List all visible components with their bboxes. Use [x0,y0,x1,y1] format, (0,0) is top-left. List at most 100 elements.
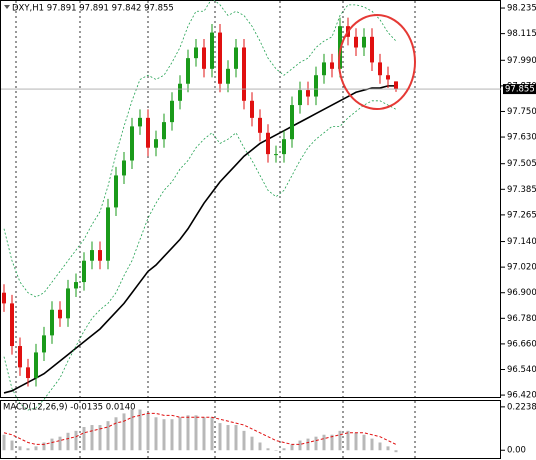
candle-body [282,139,286,155]
overlay-line [3,0,397,298]
candle-body [34,352,38,379]
candle-body [258,117,262,133]
y-tick-label: 97.630 [507,133,536,143]
candle-body [2,292,6,304]
candle-body [370,36,374,63]
macd-bar [346,430,350,451]
macd-bar [74,430,78,451]
last-price-box [503,84,536,95]
macd-bar [394,450,398,453]
macd-bar [354,432,358,451]
macd-bar [2,434,6,451]
candle-body [90,250,94,261]
candle-body [362,36,366,48]
overlay-line [3,100,397,411]
candle-body [10,303,14,347]
macd-bar [274,450,278,451]
candle-body [306,90,310,97]
candle-body [138,117,142,127]
candle-body [58,309,62,319]
macd-bar [378,442,382,451]
candle-body [106,207,110,261]
candle-body [226,68,230,84]
macd-bar [338,430,342,451]
candle-body [290,105,294,140]
y-tick-label: 97.990 [507,56,536,66]
macd-bar [130,409,134,451]
y-tick-label: 97.140 [507,237,536,247]
candle-body [234,47,238,69]
candle-body [274,154,278,156]
candle-body [298,90,302,106]
candle-body [114,175,118,208]
candle-body [170,100,174,123]
macd-bar [114,417,118,451]
main-panel-frame [0,0,501,398]
candle-body [218,32,222,84]
candle-body [394,81,398,90]
signal-line [3,412,397,445]
y-tick-label: 98.235 [507,4,536,14]
candle-body [194,47,198,59]
macd-bar [34,446,38,451]
macd-bar [242,430,246,451]
candle-body [98,250,102,261]
candle-body [50,309,54,336]
macd-bar [82,426,86,451]
chart-title: DXY,H1 97.891 97.891 97.842 97.855 [12,4,174,14]
candle-body [210,32,214,69]
overlay-line [3,85,396,394]
macd-bar [146,413,150,451]
candle-body [154,139,158,148]
macd-bar [298,440,302,451]
y-tick-label: 96.780 [507,314,536,324]
macd-bar [362,434,366,451]
macd-bar [234,425,238,451]
macd-bar [10,440,14,451]
y-tick-label: 96.900 [507,288,536,298]
macd-bar [26,448,30,451]
macd-bar [330,434,334,451]
macd-bar [210,417,214,451]
macd-bar [90,425,94,451]
macd-bar [178,417,182,451]
macd-bar [154,417,158,451]
candle-body [42,335,46,353]
macd-bar [290,444,294,451]
y-tick-label: 97.505 [507,159,536,169]
candle-body [162,122,166,140]
candle-body [354,36,358,48]
candle-body [26,367,30,379]
candle-body [386,75,390,80]
macd-bar [42,442,46,451]
candle-body [250,100,254,118]
macd-bar [162,419,166,451]
macd-bar [98,425,102,451]
macd-bar [50,438,54,451]
y-tick-label: 0.00 [507,446,526,456]
macd-bar [66,432,70,451]
macd-bar [106,421,110,451]
macd-bar [194,415,198,451]
candle-body [130,126,134,161]
candle-body [82,260,86,283]
macd-bar [218,423,222,451]
y-tick-label: 96.660 [507,339,536,349]
macd-bar [266,448,270,451]
macd-bar [202,417,206,451]
candle-body [186,58,190,84]
candle-body [178,83,182,101]
y-tick-label: 0.2238 [507,402,536,412]
candle-body [146,117,150,148]
y-tick-label: 98.115 [507,29,536,39]
macd-bar [58,436,62,451]
candle-body [66,288,70,319]
y-tick-label: 97.750 [507,107,536,117]
macd-bar [170,419,174,451]
macd-bar [138,409,142,451]
candle-body [18,346,22,368]
macd-bar [386,446,390,451]
y-tick-label: 96.540 [507,365,536,375]
